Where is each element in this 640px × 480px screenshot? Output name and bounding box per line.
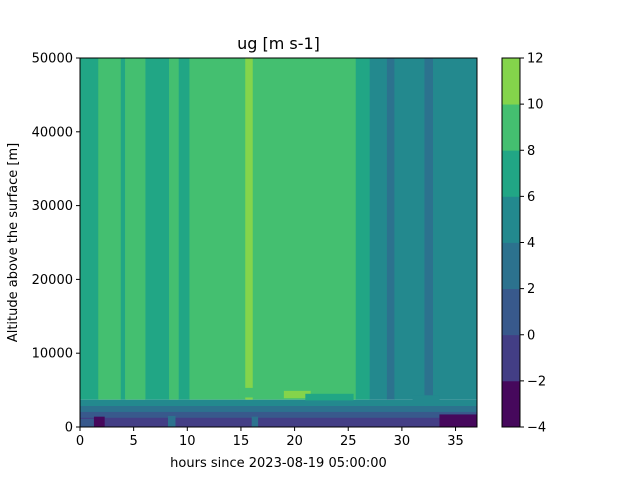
contour-patch-4 (439, 414, 477, 427)
y-tick-label: 20000 (32, 273, 73, 288)
contour-layer-2 (80, 405, 477, 412)
x-axis: 0 5 10 15 20 25 30 35 (76, 427, 464, 449)
contour-band-14 (424, 58, 434, 400)
contour-patch-0 (80, 418, 94, 427)
y-axis-label: Altitude above the surface [m] (6, 143, 21, 342)
contour-layer-0 (80, 417, 477, 428)
contour-band-6 (178, 58, 190, 400)
colorbar-swatch-7 (502, 58, 520, 105)
contour-patch-1 (93, 416, 105, 427)
contour-band-3 (125, 58, 146, 400)
contour-band-9 (252, 58, 357, 400)
colorbar-swatch-2 (502, 288, 520, 336)
contour-patch-5 (283, 390, 311, 399)
colorbar-swatch-4 (502, 196, 520, 243)
contour-band-2 (120, 58, 126, 400)
contour-band-10 (355, 58, 371, 400)
colorbar-swatch-1 (502, 334, 520, 382)
contour-band-1 (98, 58, 122, 400)
contour-patch-8 (412, 395, 440, 402)
y-tick-label: 10000 (32, 347, 73, 362)
contour-patch-6 (238, 387, 256, 398)
colorbar-tick-label: 0 (527, 328, 535, 343)
x-tick-label: 5 (130, 434, 138, 449)
contour-layer-3 (80, 399, 477, 406)
x-axis-label: hours since 2023-08-19 05:00:00 (170, 456, 387, 471)
x-tick-label: 35 (447, 434, 464, 449)
colorbar-tick-label: 12 (527, 52, 544, 67)
contour-band-7 (189, 58, 246, 400)
y-tick-label: 50000 (32, 52, 73, 67)
colorbar-swatch-3 (502, 242, 520, 290)
colorbar-tick-label: 2 (527, 282, 535, 297)
x-tick-label: 20 (286, 434, 303, 449)
x-tick-label: 0 (76, 434, 84, 449)
x-tick-label: 30 (394, 434, 411, 449)
colorbar-tick-label: 10 (527, 98, 544, 113)
chart-title: ug [m s-1] (237, 34, 320, 53)
contour-band-4 (145, 58, 170, 400)
contour-patch-7 (305, 393, 354, 401)
contour-layer-1 (80, 411, 477, 418)
contour-patch-3 (251, 416, 259, 427)
colorbar-tick-label: 4 (527, 236, 535, 251)
colorbar-tick-label: 8 (527, 144, 535, 159)
y-tick-label: 40000 (32, 125, 73, 140)
colorbar-swatch-5 (502, 150, 520, 197)
y-axis: 0 10000 20000 30000 40000 50000 (32, 52, 80, 436)
contour-band-13 (394, 58, 425, 400)
contour-patch-2 (167, 415, 176, 427)
contour-band-0 (80, 58, 99, 400)
plot-border (79, 57, 478, 428)
colorbar-swatch-0 (502, 380, 520, 428)
contour-band-11 (369, 58, 388, 400)
colorbar-swatch-6 (502, 104, 520, 151)
contour-band-5 (169, 58, 180, 400)
contour-band-8 (245, 58, 254, 400)
colorbar-tick-label: −4 (527, 421, 546, 436)
contour-band-12 (386, 58, 395, 400)
colorbar: −4 −2 0 2 4 6 8 10 12 (501, 52, 546, 436)
x-tick-label: 15 (233, 434, 250, 449)
x-tick-label: 25 (340, 434, 357, 449)
contour-plot-area (80, 58, 478, 428)
x-tick-label: 10 (179, 434, 196, 449)
y-tick-label: 30000 (32, 199, 73, 214)
contour-band-15 (433, 58, 478, 400)
y-tick-label: 0 (65, 421, 73, 436)
colorbar-tick-label: 6 (527, 190, 535, 205)
colorbar-tick-label: −2 (527, 374, 546, 389)
plot-frame (79, 57, 478, 428)
